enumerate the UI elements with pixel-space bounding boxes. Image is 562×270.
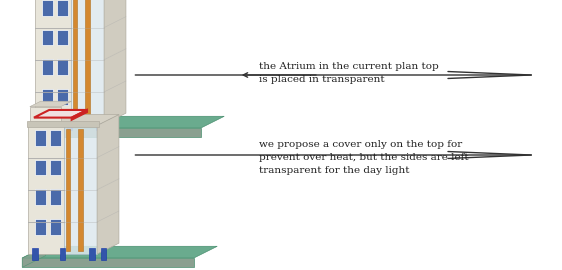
Bar [57, 59, 68, 75]
Bar [35, 189, 46, 205]
Bar [42, 59, 53, 75]
Polygon shape [35, 0, 71, 124]
Text: transparent for the day light: transparent for the day light [259, 166, 409, 175]
Polygon shape [72, 110, 87, 120]
Bar [42, 89, 53, 104]
Polygon shape [29, 116, 224, 128]
Polygon shape [22, 246, 217, 258]
Bar [85, 0, 90, 121]
Polygon shape [29, 116, 53, 137]
Bar [39, 118, 45, 130]
Bar [66, 129, 70, 251]
Bar [60, 248, 65, 259]
Polygon shape [97, 114, 119, 254]
Polygon shape [22, 246, 46, 267]
Bar [96, 118, 102, 130]
Bar [33, 248, 38, 259]
Bar [30, 107, 61, 121]
Polygon shape [71, 0, 104, 124]
Text: is placed in transparent: is placed in transparent [259, 75, 384, 84]
Bar [35, 130, 46, 146]
Polygon shape [64, 125, 97, 254]
Bar [27, 121, 99, 127]
Bar [101, 248, 106, 259]
Polygon shape [29, 128, 201, 137]
Bar [50, 219, 61, 235]
Bar [35, 219, 46, 235]
Polygon shape [29, 114, 119, 125]
Text: prevent over heat, but the sides are left: prevent over heat, but the sides are lef… [259, 153, 468, 162]
Bar [78, 129, 83, 251]
Bar [50, 189, 61, 205]
Polygon shape [34, 110, 87, 118]
Bar [108, 118, 114, 130]
Polygon shape [22, 258, 194, 267]
Bar [89, 248, 95, 259]
Polygon shape [104, 0, 126, 124]
Polygon shape [29, 125, 64, 254]
Bar [35, 160, 46, 175]
Bar [50, 130, 61, 146]
Bar [42, 30, 53, 45]
Bar [57, 0, 68, 16]
Polygon shape [30, 101, 71, 107]
Text: the Atrium in the current plan top: the Atrium in the current plan top [259, 62, 438, 71]
Bar [50, 160, 61, 175]
Text: we propose a cover only on the top for: we propose a cover only on the top for [259, 140, 462, 149]
Bar [42, 0, 53, 16]
Bar [67, 118, 72, 130]
Bar [57, 89, 68, 104]
Bar [57, 30, 68, 45]
Bar [72, 0, 78, 121]
